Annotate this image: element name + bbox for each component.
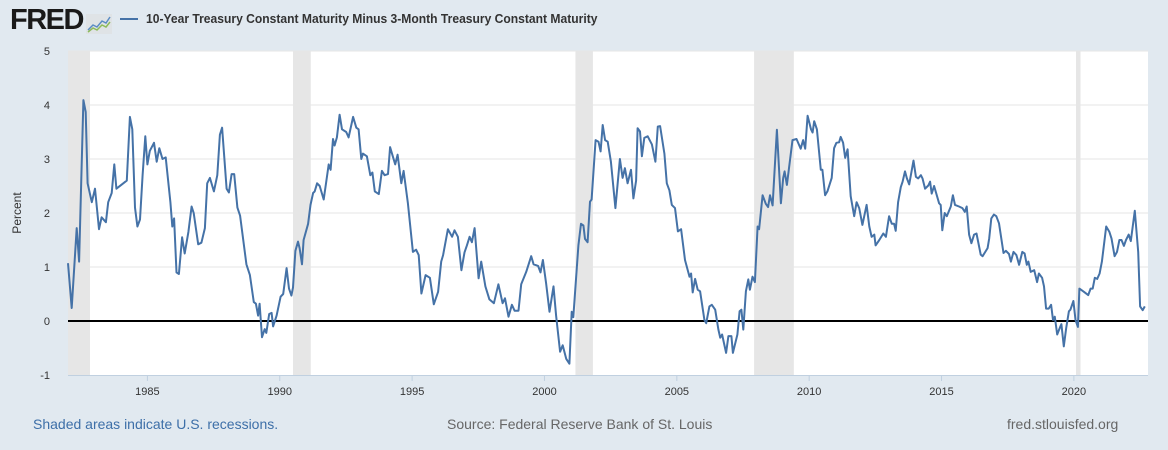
x-tick-label: 2010 xyxy=(797,386,821,398)
x-tick-label: 2005 xyxy=(665,386,689,398)
x-tick-label: 1995 xyxy=(400,386,424,398)
source-note: Source: Federal Reserve Bank of St. Loui… xyxy=(447,416,713,432)
y-tick-label: 2 xyxy=(44,208,50,220)
recession-note: Shaded areas indicate U.S. recessions. xyxy=(33,416,279,432)
y-axis-label: Percent xyxy=(10,192,24,234)
x-tick-label: 1990 xyxy=(268,386,292,398)
site-link[interactable]: fred.stlouisfed.org xyxy=(1007,416,1119,432)
logo-chart-icon xyxy=(85,14,112,34)
legend-label: 10-Year Treasury Constant Maturity Minus… xyxy=(146,11,598,26)
y-tick-label: 3 xyxy=(44,154,50,166)
y-tick-label: 5 xyxy=(44,46,50,58)
fred-logo[interactable]: FRED xyxy=(10,4,112,36)
x-tick-label: 2000 xyxy=(532,386,556,398)
x-tick-label: 1985 xyxy=(135,386,159,398)
y-tick-label: 0 xyxy=(44,316,50,328)
chart: -1 0 1 2 3 4 5 1985 1990 1995 2000 2005 2010 2015 2020… xyxy=(10,46,1148,398)
legend: 10-Year Treasury Constant Maturity Minus… xyxy=(120,11,631,26)
y-tick-label: 4 xyxy=(44,100,50,112)
series-line xyxy=(67,99,1146,365)
legend-swatch xyxy=(120,17,138,20)
y-tick-label: 1 xyxy=(44,262,50,274)
logo-text: FRED xyxy=(10,4,84,36)
y-tick-label: -1 xyxy=(40,370,50,382)
x-tick-label: 2020 xyxy=(1062,386,1086,398)
x-tick-label: 2015 xyxy=(929,386,953,398)
